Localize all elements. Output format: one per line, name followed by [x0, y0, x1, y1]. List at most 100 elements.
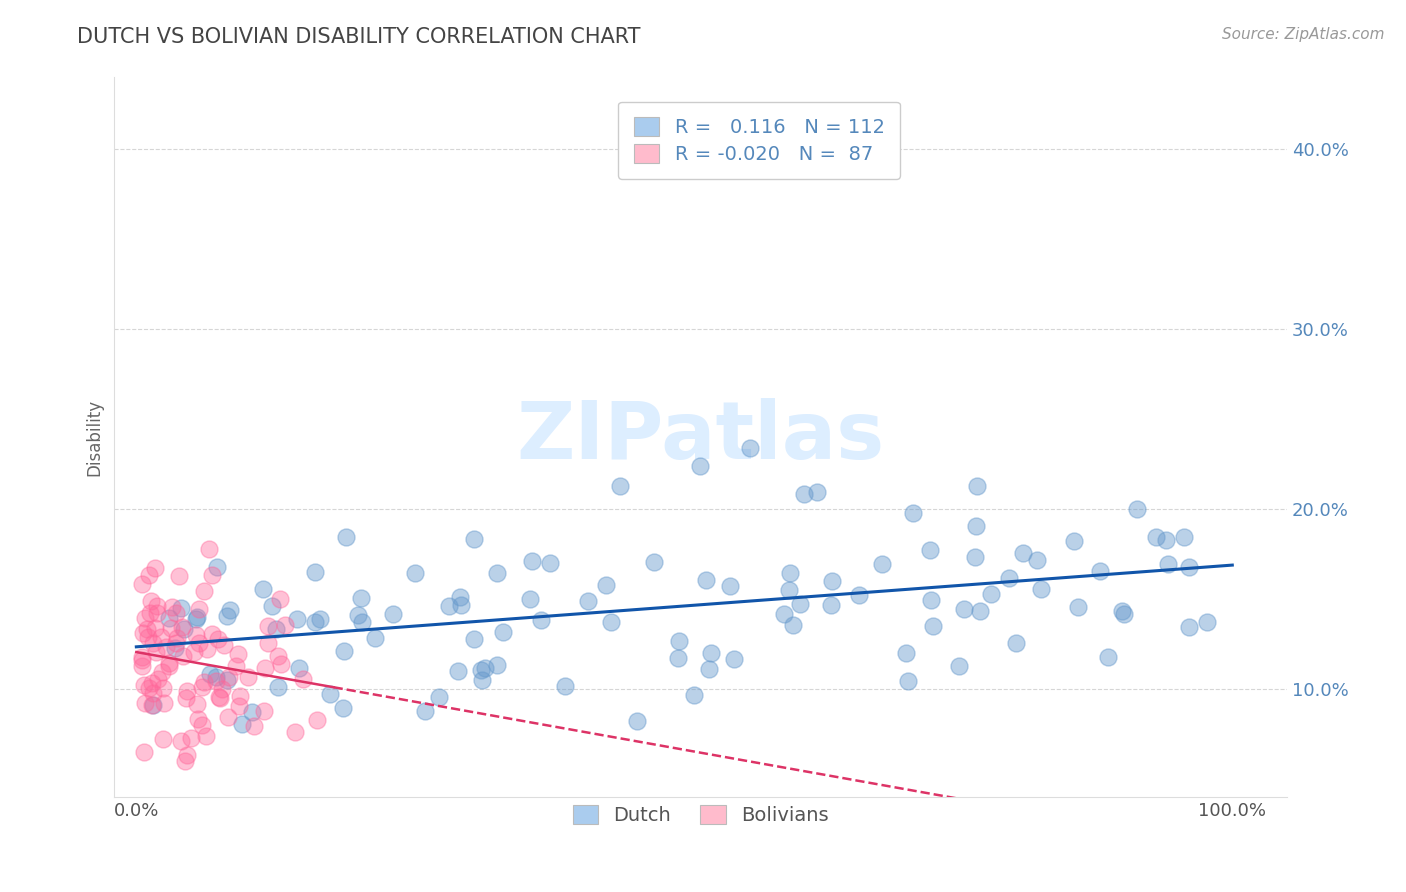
Point — [427, 690, 450, 705]
Point — [304, 565, 326, 579]
Point — [142, 698, 165, 712]
Point — [980, 587, 1002, 601]
Point — [700, 646, 723, 660]
Point — [1157, 557, 1180, 571]
Point — [305, 713, 328, 727]
Point — [538, 556, 561, 570]
Point — [184, 612, 207, 626]
Point — [364, 631, 387, 645]
Point — [157, 658, 180, 673]
Point — [152, 681, 174, 695]
Point — [219, 603, 242, 617]
Point — [260, 599, 283, 614]
Point — [184, 628, 207, 642]
Point — [136, 630, 159, 644]
Point — [821, 574, 844, 588]
Point — [131, 659, 153, 673]
Point — [215, 673, 238, 687]
Point — [186, 609, 208, 624]
Point — [782, 618, 804, 632]
Point — [166, 631, 188, 645]
Point — [217, 710, 239, 724]
Point — [231, 717, 253, 731]
Point — [643, 555, 665, 569]
Point — [136, 623, 159, 637]
Point — [208, 690, 231, 704]
Point — [186, 697, 208, 711]
Text: Source: ZipAtlas.com: Source: ZipAtlas.com — [1222, 27, 1385, 42]
Point — [284, 725, 307, 739]
Point — [193, 675, 215, 690]
Point — [252, 582, 274, 597]
Point — [1004, 636, 1026, 650]
Point — [264, 622, 287, 636]
Point — [474, 661, 496, 675]
Point — [287, 661, 309, 675]
Point — [1197, 615, 1219, 629]
Point — [485, 566, 508, 581]
Point — [146, 606, 169, 620]
Point — [413, 705, 436, 719]
Point — [201, 626, 224, 640]
Point — [998, 571, 1021, 585]
Point — [131, 577, 153, 591]
Text: DUTCH VS BOLIVIAN DISABILITY CORRELATION CHART: DUTCH VS BOLIVIAN DISABILITY CORRELATION… — [77, 27, 641, 46]
Point — [207, 632, 229, 646]
Point — [966, 478, 988, 492]
Point — [160, 621, 183, 635]
Point — [267, 649, 290, 664]
Y-axis label: Disability: Disability — [86, 399, 103, 476]
Point — [740, 442, 762, 456]
Point — [172, 648, 194, 663]
Point — [666, 651, 689, 665]
Point — [1126, 502, 1149, 516]
Point — [449, 590, 471, 604]
Point — [1031, 582, 1053, 597]
Point — [965, 550, 987, 565]
Point — [1177, 620, 1199, 634]
Point — [897, 673, 920, 688]
Point — [285, 612, 308, 626]
Point — [778, 582, 800, 597]
Point — [132, 677, 155, 691]
Point — [204, 674, 226, 689]
Point — [211, 682, 233, 697]
Legend: Dutch, Bolivians: Dutch, Bolivians — [562, 795, 838, 835]
Point — [170, 733, 193, 747]
Point — [969, 605, 991, 619]
Point — [187, 602, 209, 616]
Point — [174, 691, 197, 706]
Point — [214, 638, 236, 652]
Point — [143, 561, 166, 575]
Point — [226, 648, 249, 662]
Point — [806, 485, 828, 500]
Point — [333, 643, 356, 657]
Point — [134, 610, 156, 624]
Point — [150, 665, 173, 679]
Point — [870, 558, 893, 572]
Point — [204, 669, 226, 683]
Point — [141, 698, 163, 713]
Point — [903, 506, 925, 520]
Point — [201, 567, 224, 582]
Point — [595, 578, 617, 592]
Point — [165, 636, 187, 650]
Point — [162, 600, 184, 615]
Point — [197, 541, 219, 556]
Point — [437, 599, 460, 614]
Point — [228, 699, 250, 714]
Point — [191, 680, 214, 694]
Point — [270, 657, 292, 671]
Point — [492, 625, 515, 640]
Point — [447, 665, 470, 679]
Point — [689, 458, 711, 473]
Point — [198, 666, 221, 681]
Point — [134, 696, 156, 710]
Point — [170, 620, 193, 634]
Point — [609, 478, 631, 492]
Point — [1156, 533, 1178, 547]
Point — [153, 696, 176, 710]
Point — [1173, 530, 1195, 544]
Point — [176, 684, 198, 698]
Point — [718, 579, 741, 593]
